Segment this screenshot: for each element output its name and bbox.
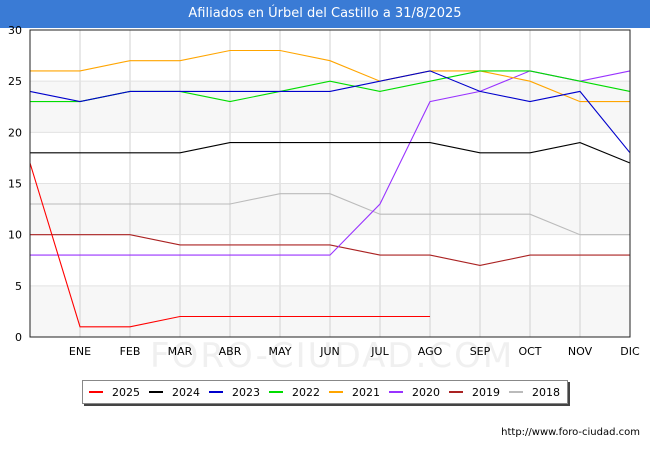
legend-swatch (329, 391, 343, 393)
y-tick-label: 20 (8, 126, 22, 139)
legend-item-2023: 2023 (209, 381, 260, 403)
legend-swatch (389, 391, 403, 393)
legend-item-2024: 2024 (149, 381, 200, 403)
x-tick-label: ABR (219, 345, 242, 358)
legend-label: 2020 (412, 385, 440, 399)
legend-label: 2019 (472, 385, 500, 399)
x-tick-label: NOV (568, 345, 593, 358)
legend-item-2019: 2019 (449, 381, 500, 403)
series-line-2023 (29, 70, 631, 154)
y-tick-label: 25 (8, 75, 22, 88)
y-tick-label: 30 (8, 24, 22, 37)
x-tick-label: MAR (168, 345, 193, 358)
plot-frame (29, 29, 631, 338)
y-tick-label: 5 (15, 280, 22, 293)
series-line-2024 (30, 142, 631, 164)
legend-label: 2023 (232, 385, 260, 399)
source-credit: http://www.foro-ciudad.com (501, 427, 640, 438)
legend-label: 2024 (172, 385, 200, 399)
series-line-2021 (30, 49, 630, 103)
legend: 2025 2024 2023 2022 2021 2020 2019 2018 (82, 380, 568, 404)
y-tick-label: 10 (8, 229, 22, 242)
legend-label: 2021 (352, 385, 380, 399)
x-tick-label: MAY (269, 345, 292, 358)
series-line-2019 (30, 234, 630, 266)
title-bar (0, 0, 650, 28)
y-tick-label: 15 (8, 178, 22, 191)
x-tick-label: JUL (370, 345, 389, 358)
legend-swatch (89, 391, 103, 393)
line-chart: 0 5 10 15 20 25 30 ENE FEB MAR ABR MAY JUN JUL AGO SEP… (8, 24, 640, 358)
series-line-2025 (29, 162, 430, 328)
x-tick-label: DIC (620, 345, 640, 358)
legend-swatch (209, 391, 223, 393)
x-tick-label: OCT (518, 345, 541, 358)
legend-label: 2018 (532, 385, 560, 399)
legend-item-2021: 2021 (329, 381, 380, 403)
legend-item-2020: 2020 (389, 381, 440, 403)
x-tick-label: AGO (418, 345, 443, 358)
legend-item-2022: 2022 (269, 381, 320, 403)
y-tick-label: 0 (15, 331, 22, 344)
legend-swatch (149, 391, 163, 393)
legend-swatch (509, 391, 523, 393)
x-tick-label: SEP (470, 345, 491, 358)
legend-swatch (449, 391, 463, 393)
x-tick-label: ENE (69, 345, 91, 358)
watermark: FORO-CIUDAD.COM (150, 336, 515, 376)
legend-item-2025: 2025 (89, 381, 140, 403)
legend-label: 2022 (292, 385, 320, 399)
x-tick-label: JUN (319, 345, 340, 358)
legend-label: 2025 (112, 385, 140, 399)
series-line-2018 (30, 193, 630, 236)
x-tick-label: FEB (120, 345, 141, 358)
legend-swatch (269, 391, 283, 393)
chart-title: Afiliados en Úrbel del Castillo a 31/8/2… (188, 6, 462, 21)
legend-item-2018: 2018 (509, 381, 560, 403)
